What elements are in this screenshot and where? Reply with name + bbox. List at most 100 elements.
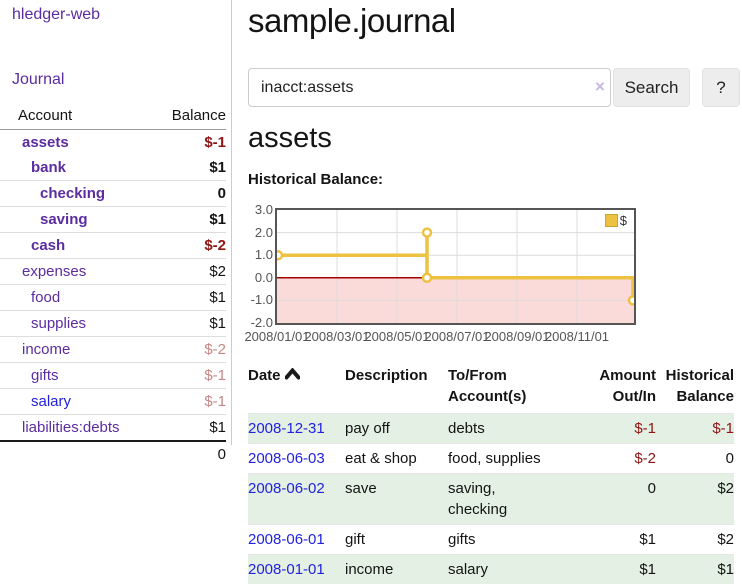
register-col-header-date: Date [248,362,345,414]
chart-plot-area: $ [275,208,636,325]
account-row: cash $-2 [0,233,226,259]
legend-swatch [605,214,618,227]
account-balance: $1 [150,207,226,233]
account-link-saving[interactable]: saving [40,211,88,228]
transaction-description: gift [345,525,448,555]
account-heading: assets [248,122,332,155]
account-link-bank[interactable]: bank [31,159,66,176]
account-link-food[interactable]: food [31,289,60,306]
transaction-amount: $-2 [568,444,656,474]
account-balance: $1 [150,311,226,337]
chart-canvas [277,210,634,323]
account-link-supplies[interactable]: supplies [31,315,86,332]
account-link-checking[interactable]: checking [40,185,105,202]
y-axis-tick: -1.0 [240,292,273,308]
account-balance: $1 [150,285,226,311]
register-col-header-description: Description [345,362,448,414]
transaction-date-link[interactable]: 2008-01-01 [248,561,325,578]
register-row: 2008-06-02 save saving, checking 0 $2 [248,474,734,525]
clear-search-icon[interactable]: × [590,77,610,97]
register-col-header-balance: Historical Balance [656,362,734,414]
transaction-accounts: salary [448,555,568,584]
account-link-liabilities-debts[interactable]: liabilities:debts [22,419,120,436]
register-table: Date Description To/From Account(s) Amou… [248,362,734,584]
accounts-total: 0 [150,441,226,467]
account-row: gifts $-1 [0,363,226,389]
transaction-description: income [345,555,448,584]
account-link-expenses[interactable]: expenses [22,263,86,280]
register-col-header-amount: Amount Out/In [568,362,656,414]
sidebar-item-journal[interactable]: Journal [12,71,64,89]
transaction-balance: 0 [656,444,734,474]
balance-chart: 3.0 2.0 1.0 0.0 -1.0 -2.0 [240,205,742,350]
account-balance: $-2 [150,233,226,259]
accounts-col-header-balance: Balance [150,103,226,130]
transaction-description: pay off [345,414,448,444]
account-link-salary[interactable]: salary [31,393,71,410]
search-input[interactable] [248,68,611,107]
app-title-link[interactable]: hledger-web [12,6,100,24]
account-balance: 0 [150,181,226,207]
transaction-date-link[interactable]: 2008-12-31 [248,420,325,437]
account-row: saving $1 [0,207,226,233]
account-balance: $-2 [150,337,226,363]
account-row: food $1 [0,285,226,311]
account-row: liabilities:debts $1 [0,415,226,442]
accounts-total-row: 0 [0,441,226,467]
help-button[interactable]: ? [702,68,740,107]
transaction-amount: $-1 [568,414,656,444]
account-link-assets[interactable]: assets [22,134,69,151]
account-link-income[interactable]: income [22,341,70,358]
transaction-date-link[interactable]: 2008-06-02 [248,480,325,497]
account-row: salary $-1 [0,389,226,415]
transaction-accounts: food, supplies [448,444,568,474]
register-row: 2008-06-03 eat & shop food, supplies $-2… [248,444,734,474]
y-axis-tick: 0.0 [240,270,273,286]
transaction-balance: $1 [656,555,734,584]
transaction-accounts: debts [448,414,568,444]
account-row: income $-2 [0,337,226,363]
register-row: 2008-01-01 income salary $1 $1 [248,555,734,584]
account-balance: $-1 [150,363,226,389]
account-row: assets $-1 [0,130,226,156]
y-axis-tick: 2.0 [240,225,273,241]
transaction-amount: 0 [568,474,656,525]
transaction-balance: $2 [656,525,734,555]
chart-caption: Historical Balance: [248,171,383,188]
account-row: bank $1 [0,155,226,181]
register-row: 2008-12-31 pay off debts $-1 $-1 [248,414,734,444]
sort-asc-icon [285,365,300,386]
transaction-amount: $1 [568,555,656,584]
accounts-col-header-account: Account [0,103,150,130]
transaction-amount: $1 [568,525,656,555]
account-balance: $-1 [150,130,226,156]
transaction-balance: $-1 [656,414,734,444]
transaction-description: eat & shop [345,444,448,474]
transaction-date-link[interactable]: 2008-06-03 [248,450,325,467]
account-balance: $2 [150,259,226,285]
transaction-date-link[interactable]: 2008-06-01 [248,531,325,548]
register-row: 2008-06-01 gift gifts $1 $2 [248,525,734,555]
transaction-description: save [345,474,448,525]
accounts-table: Account Balance assets $-1 bank $1 checkin… [0,103,226,467]
legend-label: $ [620,213,627,228]
account-balance: $1 [150,415,226,442]
page-title: sample.journal [248,2,456,40]
account-link-gifts[interactable]: gifts [31,367,59,384]
account-link-cash[interactable]: cash [31,237,65,254]
account-balance: $-1 [150,389,226,415]
transaction-balance: $2 [656,474,734,525]
y-axis-tick: 3.0 [240,202,273,218]
account-row: expenses $2 [0,259,226,285]
x-axis-tick: 2008/11/01 [540,329,614,344]
sidebar: hledger-web Journal Account Balance asse… [0,0,232,445]
account-row: checking 0 [0,181,226,207]
search-button[interactable]: Search [613,68,690,107]
y-axis-tick: 1.0 [240,247,273,263]
transaction-accounts: saving, checking [448,474,568,525]
transaction-accounts: gifts [448,525,568,555]
account-row: supplies $1 [0,311,226,337]
register-col-header-accounts: To/From Account(s) [448,362,568,414]
chart-legend: $ [603,212,629,229]
account-balance: $1 [150,155,226,181]
